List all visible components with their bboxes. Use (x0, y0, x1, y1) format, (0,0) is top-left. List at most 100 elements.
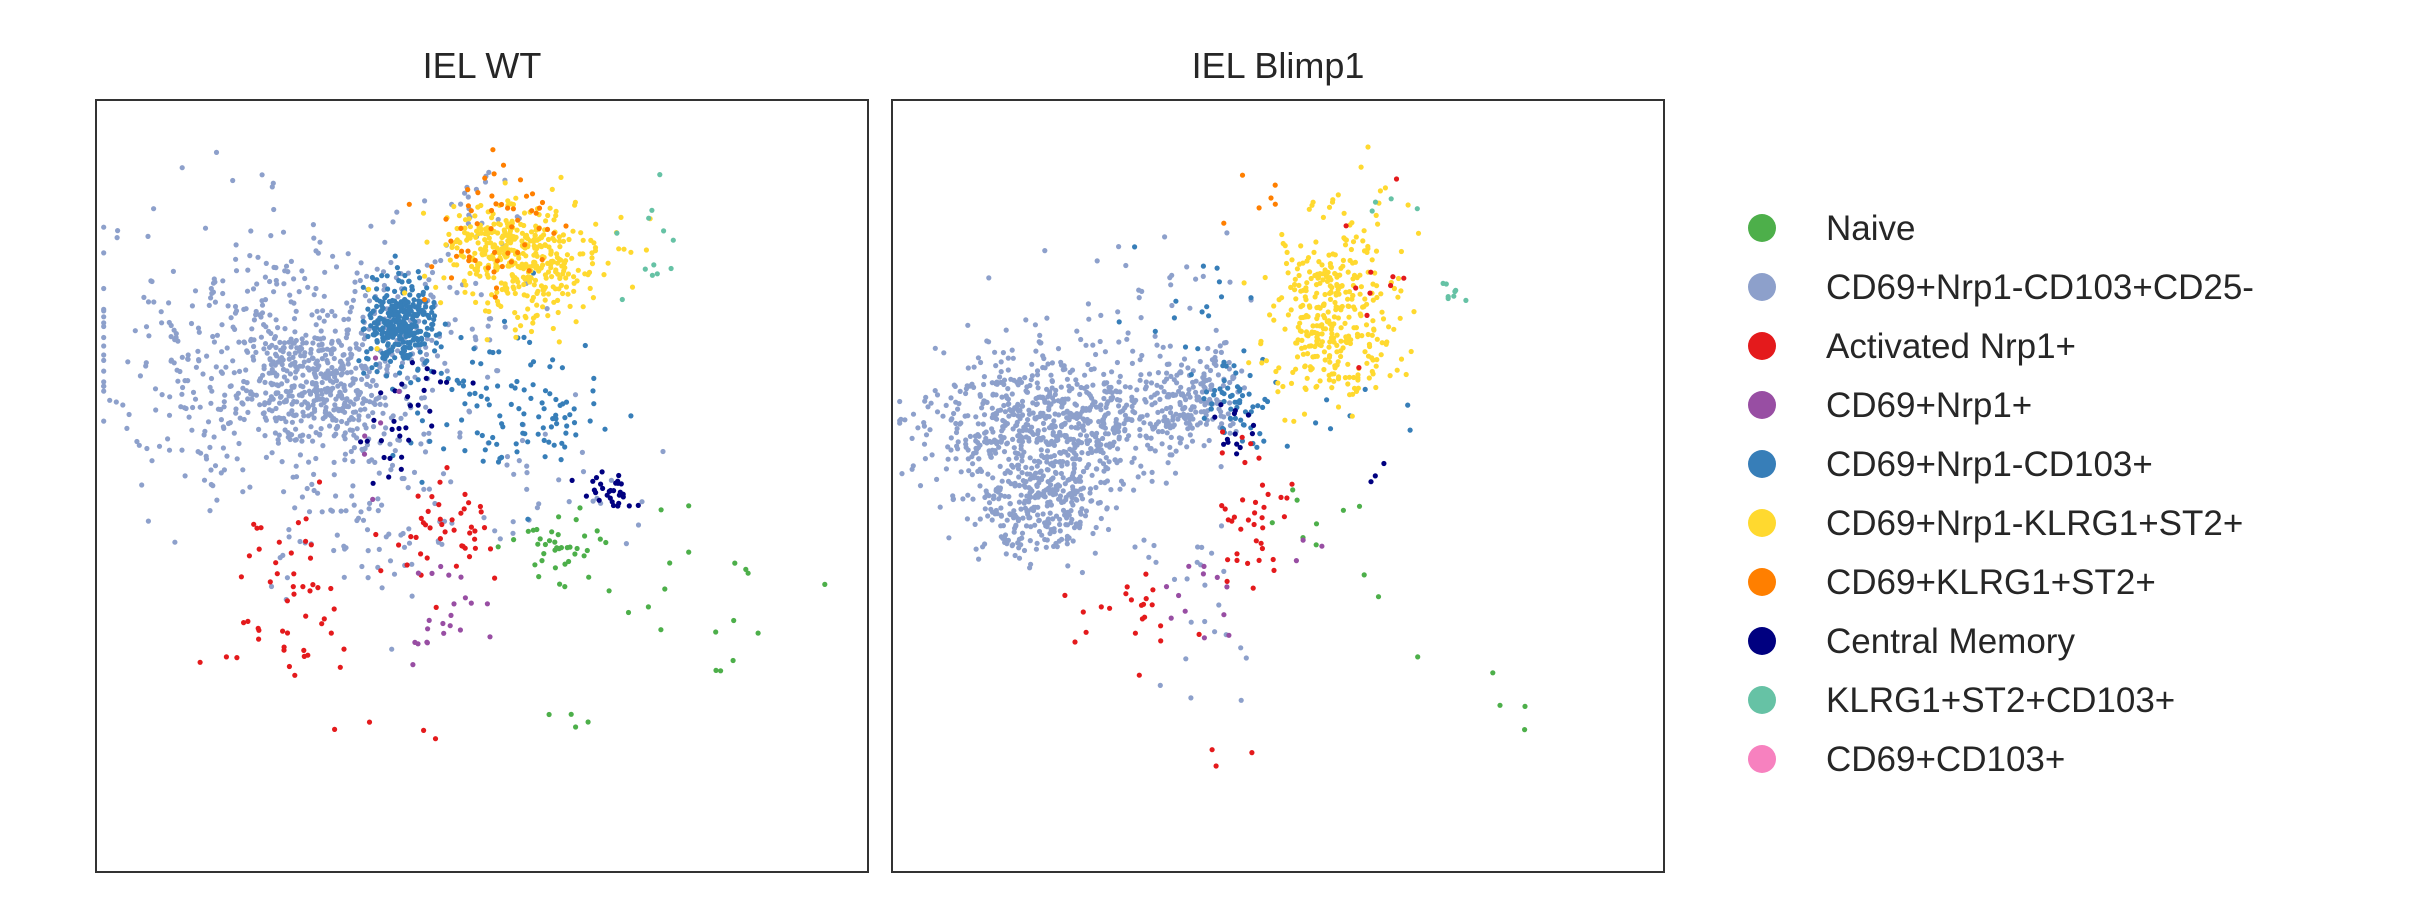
data-point (300, 432, 306, 438)
data-point (303, 613, 309, 619)
data-point (422, 319, 428, 325)
data-point (196, 357, 202, 363)
data-point (1028, 494, 1034, 500)
data-point (1339, 303, 1345, 310)
data-point (1148, 435, 1154, 441)
data-point (1356, 365, 1362, 371)
data-point (1040, 473, 1046, 479)
data-point (1328, 326, 1334, 333)
data-point (1023, 317, 1029, 323)
data-point (1350, 391, 1356, 397)
data-point (356, 417, 362, 423)
data-point (660, 448, 666, 455)
legend-label: CD69+KLRG1+ST2+ (1826, 563, 2156, 602)
data-point (1033, 395, 1039, 402)
data-point (359, 563, 365, 570)
data-point (562, 561, 568, 567)
data-point (570, 228, 576, 234)
data-point (509, 224, 515, 230)
data-point (1159, 428, 1165, 435)
data-point (1246, 360, 1252, 366)
data-point (361, 326, 367, 332)
data-point (361, 370, 367, 376)
data-point (1157, 682, 1163, 689)
data-point (1002, 419, 1008, 425)
data-point (300, 584, 306, 590)
data-point (126, 411, 132, 418)
data-point (289, 408, 295, 414)
data-point (985, 471, 991, 477)
data-point (286, 393, 292, 399)
data-point (1375, 221, 1381, 227)
data-point (370, 424, 377, 430)
data-point (1177, 399, 1183, 406)
data-point (1067, 491, 1073, 497)
data-point (300, 372, 306, 378)
data-point (972, 433, 979, 439)
data-point (1155, 409, 1161, 415)
data-point (536, 414, 542, 420)
data-point (314, 308, 320, 314)
data-point (1275, 389, 1281, 395)
data-point (319, 379, 325, 386)
data-point (1030, 431, 1036, 437)
data-point (1085, 450, 1091, 456)
data-point (1294, 497, 1300, 503)
data-point (386, 531, 392, 537)
data-point (515, 314, 521, 320)
data-point (276, 432, 282, 438)
data-point (535, 431, 541, 437)
data-point (1081, 468, 1087, 475)
data-point (523, 261, 529, 267)
data-point (1217, 343, 1223, 349)
data-point (590, 478, 596, 484)
data-point (1327, 283, 1333, 289)
data-point (392, 307, 398, 313)
data-point (1314, 334, 1320, 340)
data-point (354, 387, 361, 394)
data-point (1221, 568, 1227, 575)
data-point (994, 416, 1000, 422)
data-point (755, 630, 761, 636)
data-point (283, 263, 290, 269)
data-point (1003, 327, 1009, 333)
data-point (406, 278, 412, 284)
data-point (159, 392, 165, 398)
data-point (405, 394, 411, 400)
data-point (403, 333, 409, 340)
data-point (475, 204, 481, 210)
data-point (1001, 402, 1007, 409)
data-point (1149, 424, 1156, 430)
data-point (416, 309, 422, 315)
data-point (214, 332, 220, 338)
data-point (296, 348, 302, 354)
data-point (1212, 414, 1218, 420)
data-point (385, 286, 391, 292)
data-point (277, 339, 283, 345)
data-point (347, 382, 354, 388)
data-point (256, 636, 262, 642)
data-point (1018, 443, 1024, 449)
data-point (141, 294, 147, 300)
data-point (559, 263, 565, 269)
data-point (291, 316, 298, 322)
data-point (998, 512, 1004, 518)
data-point (1362, 296, 1368, 302)
data-point (1252, 499, 1259, 505)
data-point (485, 374, 491, 380)
data-point (521, 387, 527, 393)
data-point (1374, 336, 1380, 342)
data-point (1060, 507, 1067, 513)
data-point (1343, 237, 1349, 243)
data-point (1032, 415, 1038, 421)
data-point (1261, 504, 1267, 510)
data-point (546, 711, 552, 718)
data-point (318, 328, 324, 334)
data-point (564, 423, 570, 429)
data-point (591, 240, 597, 246)
data-point (381, 454, 387, 461)
data-point (1343, 223, 1349, 229)
data-point (1369, 208, 1375, 214)
data-point (1172, 470, 1179, 476)
data-point (1321, 312, 1327, 319)
